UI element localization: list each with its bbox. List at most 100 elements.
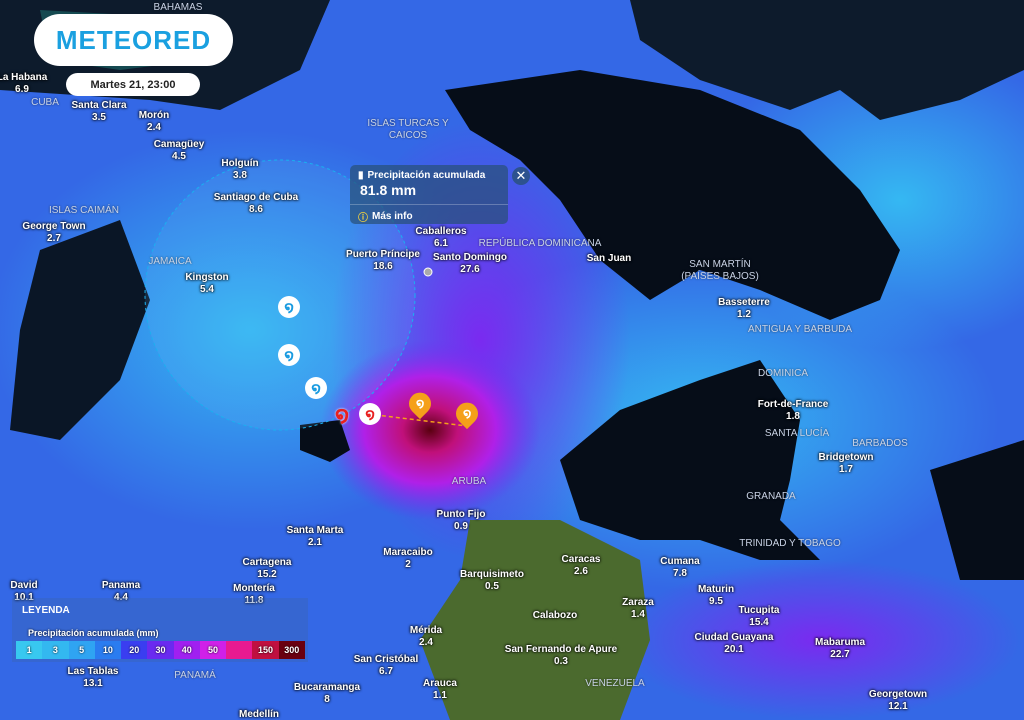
city-precip-value: 6.1 — [434, 238, 448, 249]
country-label: GRANADA — [746, 491, 796, 502]
country-label: TRINIDAD Y TOBAGO — [739, 538, 841, 549]
city-label[interactable]: Fort-de-France 1.8 — [758, 399, 829, 423]
popup-close-button[interactable]: ✕ — [512, 167, 530, 185]
city-label[interactable]: Maracaibo 2 — [383, 547, 432, 571]
city-label[interactable]: Punto Fijo 0.9 — [437, 509, 486, 533]
city-name: La Habana — [0, 72, 48, 83]
city-label[interactable]: Holguín 3.8 — [221, 158, 258, 182]
country-label: SANTA LUCÍA — [764, 428, 830, 439]
storm-past-position-icon[interactable]: ໑ — [278, 344, 300, 366]
city-precip-value: 7.8 — [673, 568, 687, 579]
city-name: Camagüey — [153, 139, 205, 150]
city-label[interactable]: Cartagena 15.2 — [243, 557, 292, 581]
city-precip-value: 20.1 — [724, 644, 744, 655]
rain-gauge-icon: ▮ — [358, 170, 364, 181]
city-name: Santiago de Cuba — [213, 192, 299, 203]
city-label[interactable]: San Fernando de Apure 0.3 — [505, 644, 617, 668]
city-name: Basseterre — [718, 297, 770, 308]
city-label[interactable]: La Habana 6.9 — [0, 72, 47, 96]
city-precip-value: 1.7 — [839, 464, 853, 475]
city-label[interactable]: Kingston 5.4 — [185, 272, 228, 296]
city-label[interactable]: Arauca 1.1 — [423, 678, 457, 702]
city-precip-value: 1.8 — [786, 411, 800, 422]
city-label[interactable]: Basseterre 1.2 — [718, 297, 770, 321]
city-name: Maturin — [697, 584, 735, 595]
city-precip-value: 10.1 — [14, 592, 34, 603]
more-info-label: Más info — [372, 211, 413, 222]
city-name: Calabozo — [532, 610, 578, 621]
city-label[interactable]: Tucupita 15.4 — [739, 605, 780, 629]
country-label: JAMAICA — [148, 256, 192, 267]
city-name: David — [10, 580, 38, 591]
city-label[interactable]: Santo Domingo 27.6 — [433, 252, 507, 276]
city-label[interactable]: Calabozo — [533, 610, 577, 622]
more-info-link[interactable]: ⓘ Más info — [350, 204, 508, 228]
city-label[interactable]: Morón 2.4 — [139, 110, 170, 134]
storm-past-position-icon[interactable]: ໑ — [305, 377, 327, 399]
country-label: SAN MARTÍN (PAÍSES BAJOS) — [681, 259, 759, 282]
city-precip-value: 18.6 — [373, 261, 393, 272]
city-label[interactable]: Las Tablas 13.1 — [68, 666, 119, 690]
legend-stop: 300 — [278, 641, 305, 659]
city-name: San Juan — [586, 253, 632, 264]
city-name: Puerto Príncipe — [346, 249, 420, 260]
country-label: BARBADOS — [852, 438, 908, 449]
city-label[interactable]: Puerto Príncipe 18.6 — [346, 249, 420, 273]
hurricane-position-icon[interactable]: ໑ — [359, 403, 381, 425]
city-label[interactable]: Santa Clara 3.5 — [71, 100, 126, 124]
country-label: ISLAS CAIMÁN — [48, 205, 120, 216]
city-name: Bridgetown — [818, 452, 874, 463]
city-name: Mabaruma — [814, 637, 866, 648]
city-label[interactable]: Bucaramanga 8 — [294, 682, 360, 706]
city-name: Caracas — [561, 554, 601, 565]
city-label[interactable]: Santa Marta 2.1 — [287, 525, 344, 549]
legend-stop: 30 — [147, 641, 174, 659]
city-label[interactable]: Bridgetown 1.7 — [819, 452, 874, 476]
city-label[interactable]: Medellín — [239, 709, 279, 720]
city-name: Montería — [233, 583, 275, 594]
country-label: CUBA — [31, 97, 59, 108]
city-label[interactable]: David 10.1 — [10, 580, 37, 604]
city-name: Panama — [101, 580, 141, 591]
city-precip-value: 5.4 — [200, 284, 214, 295]
city-label[interactable]: San Cristóbal 6.7 — [354, 654, 418, 678]
city-label[interactable]: Mérida 2.4 — [410, 625, 442, 649]
city-precip-value: 3.5 — [92, 112, 106, 123]
city-label[interactable]: Cumana 7.8 — [660, 556, 699, 580]
legend-stop — [226, 641, 253, 659]
city-label[interactable]: Barquisimeto 0.5 — [460, 569, 524, 593]
city-label[interactable]: George Town 2.7 — [22, 221, 85, 245]
city-precip-value: 1.1 — [433, 690, 447, 701]
city-label[interactable]: Montería 11.8 — [233, 583, 275, 607]
city-name: Medellín — [238, 709, 280, 720]
city-name: Holguín — [221, 158, 259, 169]
hurricane-current-icon[interactable]: ໑ — [334, 402, 350, 427]
city-name: Las Tablas — [67, 666, 119, 677]
city-label[interactable]: Caballeros 6.1 — [415, 226, 466, 250]
city-precip-value: 4.4 — [114, 592, 128, 603]
city-label[interactable]: San Juan — [587, 253, 631, 265]
country-label: VENEZUELA — [585, 678, 645, 689]
city-name: Barquisimeto — [460, 569, 524, 580]
city-precip-value: 0.5 — [485, 581, 499, 592]
storm-past-position-icon[interactable]: ໑ — [278, 296, 300, 318]
city-precip-value: 15.2 — [257, 569, 277, 580]
city-label[interactable]: Caracas 2.6 — [562, 554, 601, 578]
city-label[interactable]: Ciudad Guayana 20.1 — [695, 632, 774, 656]
city-precip-value: 1.2 — [737, 309, 751, 320]
country-label: PANAMÁ — [174, 670, 216, 681]
city-precip-value: 11.8 — [244, 595, 264, 606]
city-label[interactable]: Zaraza 1.4 — [622, 597, 654, 621]
city-name: Caballeros — [415, 226, 467, 237]
country-label: BAHAMAS — [153, 2, 203, 13]
city-label[interactable]: Georgetown 12.1 — [869, 689, 927, 713]
city-label[interactable]: Panama 4.4 — [102, 580, 140, 604]
city-label[interactable]: Maturin 9.5 — [698, 584, 734, 608]
city-label[interactable]: Santiago de Cuba 8.6 — [214, 192, 298, 216]
city-label[interactable]: Camagüey 4.5 — [154, 139, 205, 163]
city-name: Cartagena — [242, 557, 292, 568]
meteored-logo[interactable]: METEORED — [34, 14, 233, 66]
city-label[interactable]: Mabaruma 22.7 — [815, 637, 865, 661]
city-name: Fort-de-France — [757, 399, 829, 410]
